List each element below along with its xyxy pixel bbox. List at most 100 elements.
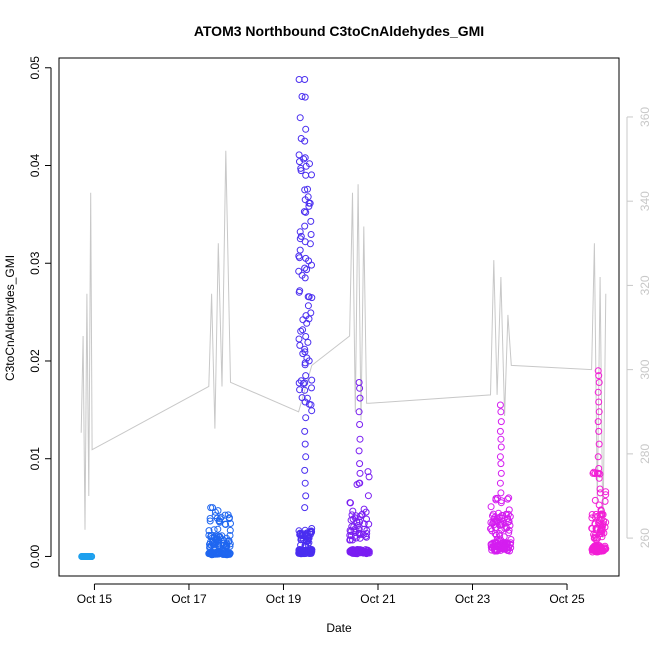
- y2-tick-label: 260: [638, 528, 650, 548]
- data-point: [206, 517, 214, 525]
- data-point: [496, 521, 504, 529]
- data-point: [489, 512, 496, 520]
- data-point: [601, 497, 609, 505]
- data-point: [595, 398, 603, 406]
- data-point: [355, 525, 363, 533]
- data-point: [497, 418, 505, 426]
- data-point: [595, 427, 603, 435]
- data-point: [302, 529, 310, 537]
- data-point: [226, 526, 234, 534]
- data-point: [301, 348, 309, 356]
- data-point: [505, 518, 513, 526]
- data-point: [297, 546, 304, 554]
- data-point: [363, 527, 371, 534]
- data-point: [301, 238, 309, 246]
- data-point: [594, 367, 602, 375]
- data-point: [346, 536, 354, 544]
- data-point: [308, 294, 316, 302]
- data-point: [595, 440, 603, 448]
- chart-title: ATOM3 Northbound C3toCnAldehydes_GMI: [194, 23, 484, 39]
- data-point: [602, 488, 610, 496]
- data-point: [295, 151, 303, 159]
- data-point: [592, 546, 600, 554]
- data-point: [362, 550, 370, 558]
- y2-tick-label: 280: [638, 444, 650, 464]
- data-point: [214, 532, 222, 540]
- x-tick-label: Oct 21: [360, 592, 396, 606]
- data-point: [496, 401, 504, 409]
- data-point: [497, 460, 505, 468]
- data-point: [348, 511, 356, 519]
- axes-layer: Oct 15 Oct 17 Oct 19 Oct 21 Oct 23 Oct 25 0.00…: [28, 56, 650, 606]
- data-point: [505, 529, 513, 537]
- data-point: [217, 548, 225, 556]
- data-point: [304, 338, 312, 346]
- x-tick-label: Oct 15: [77, 592, 113, 606]
- data-point: [591, 496, 599, 504]
- data-point: [302, 492, 310, 500]
- data-point: [78, 553, 86, 560]
- data-point: [492, 531, 500, 539]
- data-point: [301, 427, 309, 435]
- data-point: [595, 408, 603, 416]
- data-point: [304, 302, 312, 310]
- data-point: [598, 533, 606, 541]
- data-point: [365, 473, 373, 481]
- data-point: [299, 316, 307, 324]
- data-point: [225, 515, 233, 523]
- data-point: [347, 528, 355, 535]
- data-point: [354, 522, 362, 529]
- data-point: [304, 185, 311, 193]
- data-point: [224, 511, 232, 519]
- data-point: [302, 208, 310, 216]
- data-point: [496, 453, 504, 461]
- data-point: [301, 526, 309, 534]
- data-point: [209, 504, 216, 512]
- data-point: [308, 407, 316, 415]
- data-point: [302, 453, 310, 461]
- data-point: [297, 377, 305, 385]
- y-tick-label: 0.05: [28, 56, 42, 80]
- y-tick-label: 0.02: [28, 349, 42, 373]
- data-point: [295, 335, 303, 343]
- data-point: [308, 384, 315, 392]
- data-point: [594, 418, 602, 426]
- data-point: [308, 376, 316, 384]
- x-tick-label: Oct 17: [171, 592, 207, 606]
- data-point: [300, 208, 308, 216]
- data-point: [497, 443, 505, 451]
- data-point: [595, 501, 603, 509]
- data-point: [356, 435, 364, 443]
- data-point: [363, 533, 370, 541]
- data-point: [595, 372, 603, 380]
- data-point: [221, 511, 229, 519]
- data-point: [301, 222, 309, 230]
- data-point: [224, 550, 232, 558]
- data-point: [497, 489, 505, 497]
- series-5-points: [487, 401, 515, 555]
- data-point: [211, 512, 219, 520]
- data-point: [594, 512, 601, 520]
- data-point: [299, 326, 307, 334]
- data-point: [353, 518, 361, 526]
- data-point: [590, 543, 598, 551]
- data-point: [588, 524, 596, 532]
- data-point: [355, 479, 363, 487]
- data-point: [296, 114, 304, 122]
- y-tick-label: 0.01: [28, 447, 42, 471]
- data-point: [296, 228, 304, 236]
- y-tick-label: 0.00: [28, 544, 42, 568]
- data-point: [214, 525, 222, 533]
- data-point: [356, 384, 364, 392]
- data-point: [307, 231, 315, 238]
- data-point: [347, 499, 354, 507]
- data-point: [594, 453, 602, 461]
- series-6-points: [588, 367, 610, 556]
- data-point: [301, 196, 309, 204]
- data-point: [349, 507, 357, 515]
- x-tick-label: Oct 25: [549, 592, 585, 606]
- data-point: [303, 394, 311, 402]
- data-point: [297, 327, 305, 335]
- y2-tick-label: 300: [638, 359, 650, 379]
